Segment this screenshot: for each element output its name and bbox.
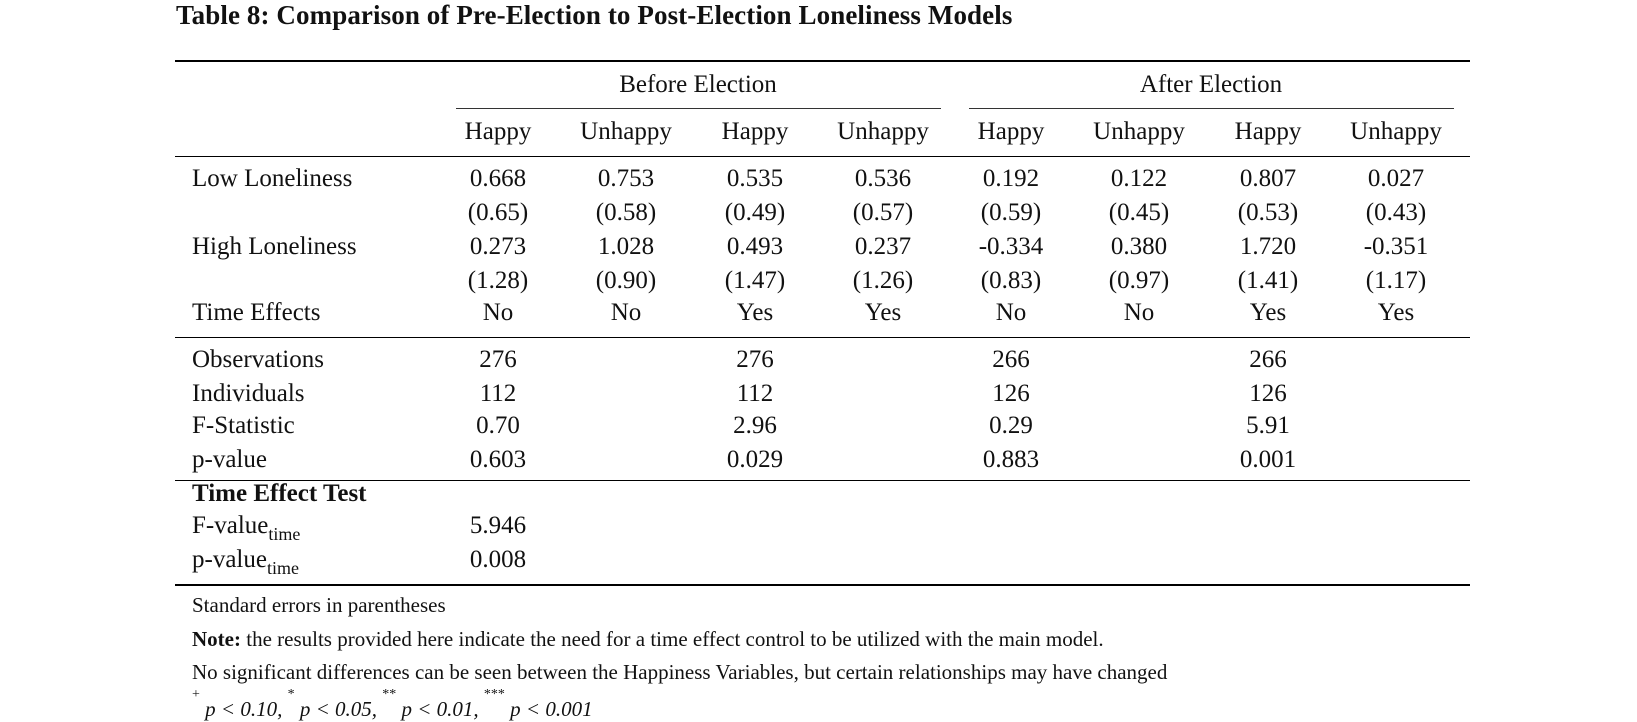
std-error-cell: (0.57) bbox=[852, 199, 914, 226]
table-title: Table 8: Comparison of Pre-Election to P… bbox=[176, 0, 1013, 30]
table-cell: 0.883 bbox=[982, 446, 1040, 473]
table-cell: 2.96 bbox=[733, 412, 777, 439]
table-cell: 0.603 bbox=[469, 446, 527, 473]
table-cell: 0.192 bbox=[982, 165, 1040, 192]
table-cell: 5.91 bbox=[1246, 412, 1290, 439]
table-cell: 266 bbox=[992, 346, 1030, 373]
table-cell: 0.536 bbox=[854, 165, 912, 192]
table-note-differences: No significant differences can be seen b… bbox=[192, 660, 1168, 684]
table-cell: 276 bbox=[736, 346, 774, 373]
table-cell: No bbox=[610, 299, 642, 326]
column-header: Unhappy bbox=[1093, 118, 1185, 145]
std-error-cell: (0.83) bbox=[980, 267, 1042, 294]
table-cell: 0.807 bbox=[1239, 165, 1297, 192]
table-cell: -0.334 bbox=[978, 233, 1044, 260]
table-cell: 0.29 bbox=[989, 412, 1033, 439]
table-cell: 1.720 bbox=[1239, 233, 1297, 260]
midrule-coefs bbox=[175, 337, 1470, 338]
column-header: Unhappy bbox=[837, 118, 929, 145]
midrule-stats bbox=[175, 480, 1470, 481]
table-cell: 5.946 bbox=[469, 512, 527, 539]
column-header: Happy bbox=[721, 118, 789, 145]
std-error-cell: (1.28) bbox=[467, 267, 529, 294]
table-cell: No bbox=[995, 299, 1027, 326]
top-rule bbox=[175, 60, 1470, 62]
std-error-cell: (1.47) bbox=[724, 267, 786, 294]
std-error-cell: (0.97) bbox=[1108, 267, 1170, 294]
table-cell: -0.351 bbox=[1363, 233, 1429, 260]
row-label: Observations bbox=[192, 346, 324, 373]
table-cell: 0.753 bbox=[597, 165, 655, 192]
std-error-cell: (0.53) bbox=[1237, 199, 1299, 226]
std-error-cell: (0.58) bbox=[595, 199, 657, 226]
section-heading: Time Effect Test bbox=[192, 480, 367, 507]
table-cell: No bbox=[482, 299, 514, 326]
column-header: Unhappy bbox=[580, 118, 672, 145]
table-cell: 0.008 bbox=[469, 546, 527, 573]
row-label: Time Effects bbox=[192, 299, 321, 326]
column-header: Happy bbox=[1234, 118, 1302, 145]
row-label: F-Statistic bbox=[192, 412, 295, 439]
table-note-significance: + p < 0.10, * p < 0.05, ** p < 0.01, ***… bbox=[192, 687, 593, 721]
table-cell: 0.027 bbox=[1367, 165, 1425, 192]
std-error-cell: (0.45) bbox=[1108, 199, 1170, 226]
table-cell: Yes bbox=[736, 299, 774, 326]
row-label: p-valuetime bbox=[192, 546, 299, 578]
group-rule-before bbox=[456, 108, 941, 109]
table-cell: 0.273 bbox=[469, 233, 527, 260]
std-error-cell: (0.49) bbox=[724, 199, 786, 226]
table-cell: 0.122 bbox=[1110, 165, 1168, 192]
table-cell: 0.493 bbox=[726, 233, 784, 260]
group-header-after: After Election bbox=[1139, 71, 1283, 98]
table-cell: 0.001 bbox=[1239, 446, 1297, 473]
table-cell: 0.668 bbox=[469, 165, 527, 192]
table-cell: 266 bbox=[1249, 346, 1287, 373]
row-label: Low Loneliness bbox=[192, 165, 353, 192]
table-cell: 0.70 bbox=[476, 412, 520, 439]
row-label: Individuals bbox=[192, 380, 305, 407]
table-cell: Yes bbox=[1377, 299, 1415, 326]
table-cell: 112 bbox=[479, 380, 517, 407]
table-cell: 1.028 bbox=[597, 233, 655, 260]
std-error-cell: (0.90) bbox=[595, 267, 657, 294]
std-error-cell: (1.17) bbox=[1365, 267, 1427, 294]
std-error-cell: (1.41) bbox=[1237, 267, 1299, 294]
table-cell: Yes bbox=[1249, 299, 1287, 326]
row-label: p-value bbox=[192, 446, 267, 473]
group-header-before: Before Election bbox=[619, 71, 777, 98]
group-rule-after bbox=[969, 108, 1454, 109]
row-label: F-valuetime bbox=[192, 512, 301, 544]
column-header: Happy bbox=[464, 118, 532, 145]
std-error-cell: (0.59) bbox=[980, 199, 1042, 226]
table-cell: 276 bbox=[479, 346, 517, 373]
header-rule bbox=[175, 156, 1470, 157]
table-note-main: Note: the results provided here indicate… bbox=[192, 627, 1104, 651]
table-cell: 0.029 bbox=[726, 446, 784, 473]
column-header: Unhappy bbox=[1350, 118, 1442, 145]
table-note-std-errors: Standard errors in parentheses bbox=[192, 593, 446, 617]
table-cell: 112 bbox=[736, 380, 774, 407]
table-cell: 0.380 bbox=[1110, 233, 1168, 260]
column-header: Happy bbox=[977, 118, 1045, 145]
row-label: High Loneliness bbox=[192, 233, 357, 260]
std-error-cell: (0.43) bbox=[1365, 199, 1427, 226]
table-cell: No bbox=[1123, 299, 1155, 326]
table-cell: 0.237 bbox=[854, 233, 912, 260]
table-cell: Yes bbox=[864, 299, 902, 326]
table-cell: 0.535 bbox=[726, 165, 784, 192]
std-error-cell: (1.26) bbox=[852, 267, 914, 294]
bottom-rule bbox=[175, 584, 1470, 586]
std-error-cell: (0.65) bbox=[467, 199, 529, 226]
table-cell: 126 bbox=[1249, 380, 1287, 407]
table-cell: 126 bbox=[992, 380, 1030, 407]
